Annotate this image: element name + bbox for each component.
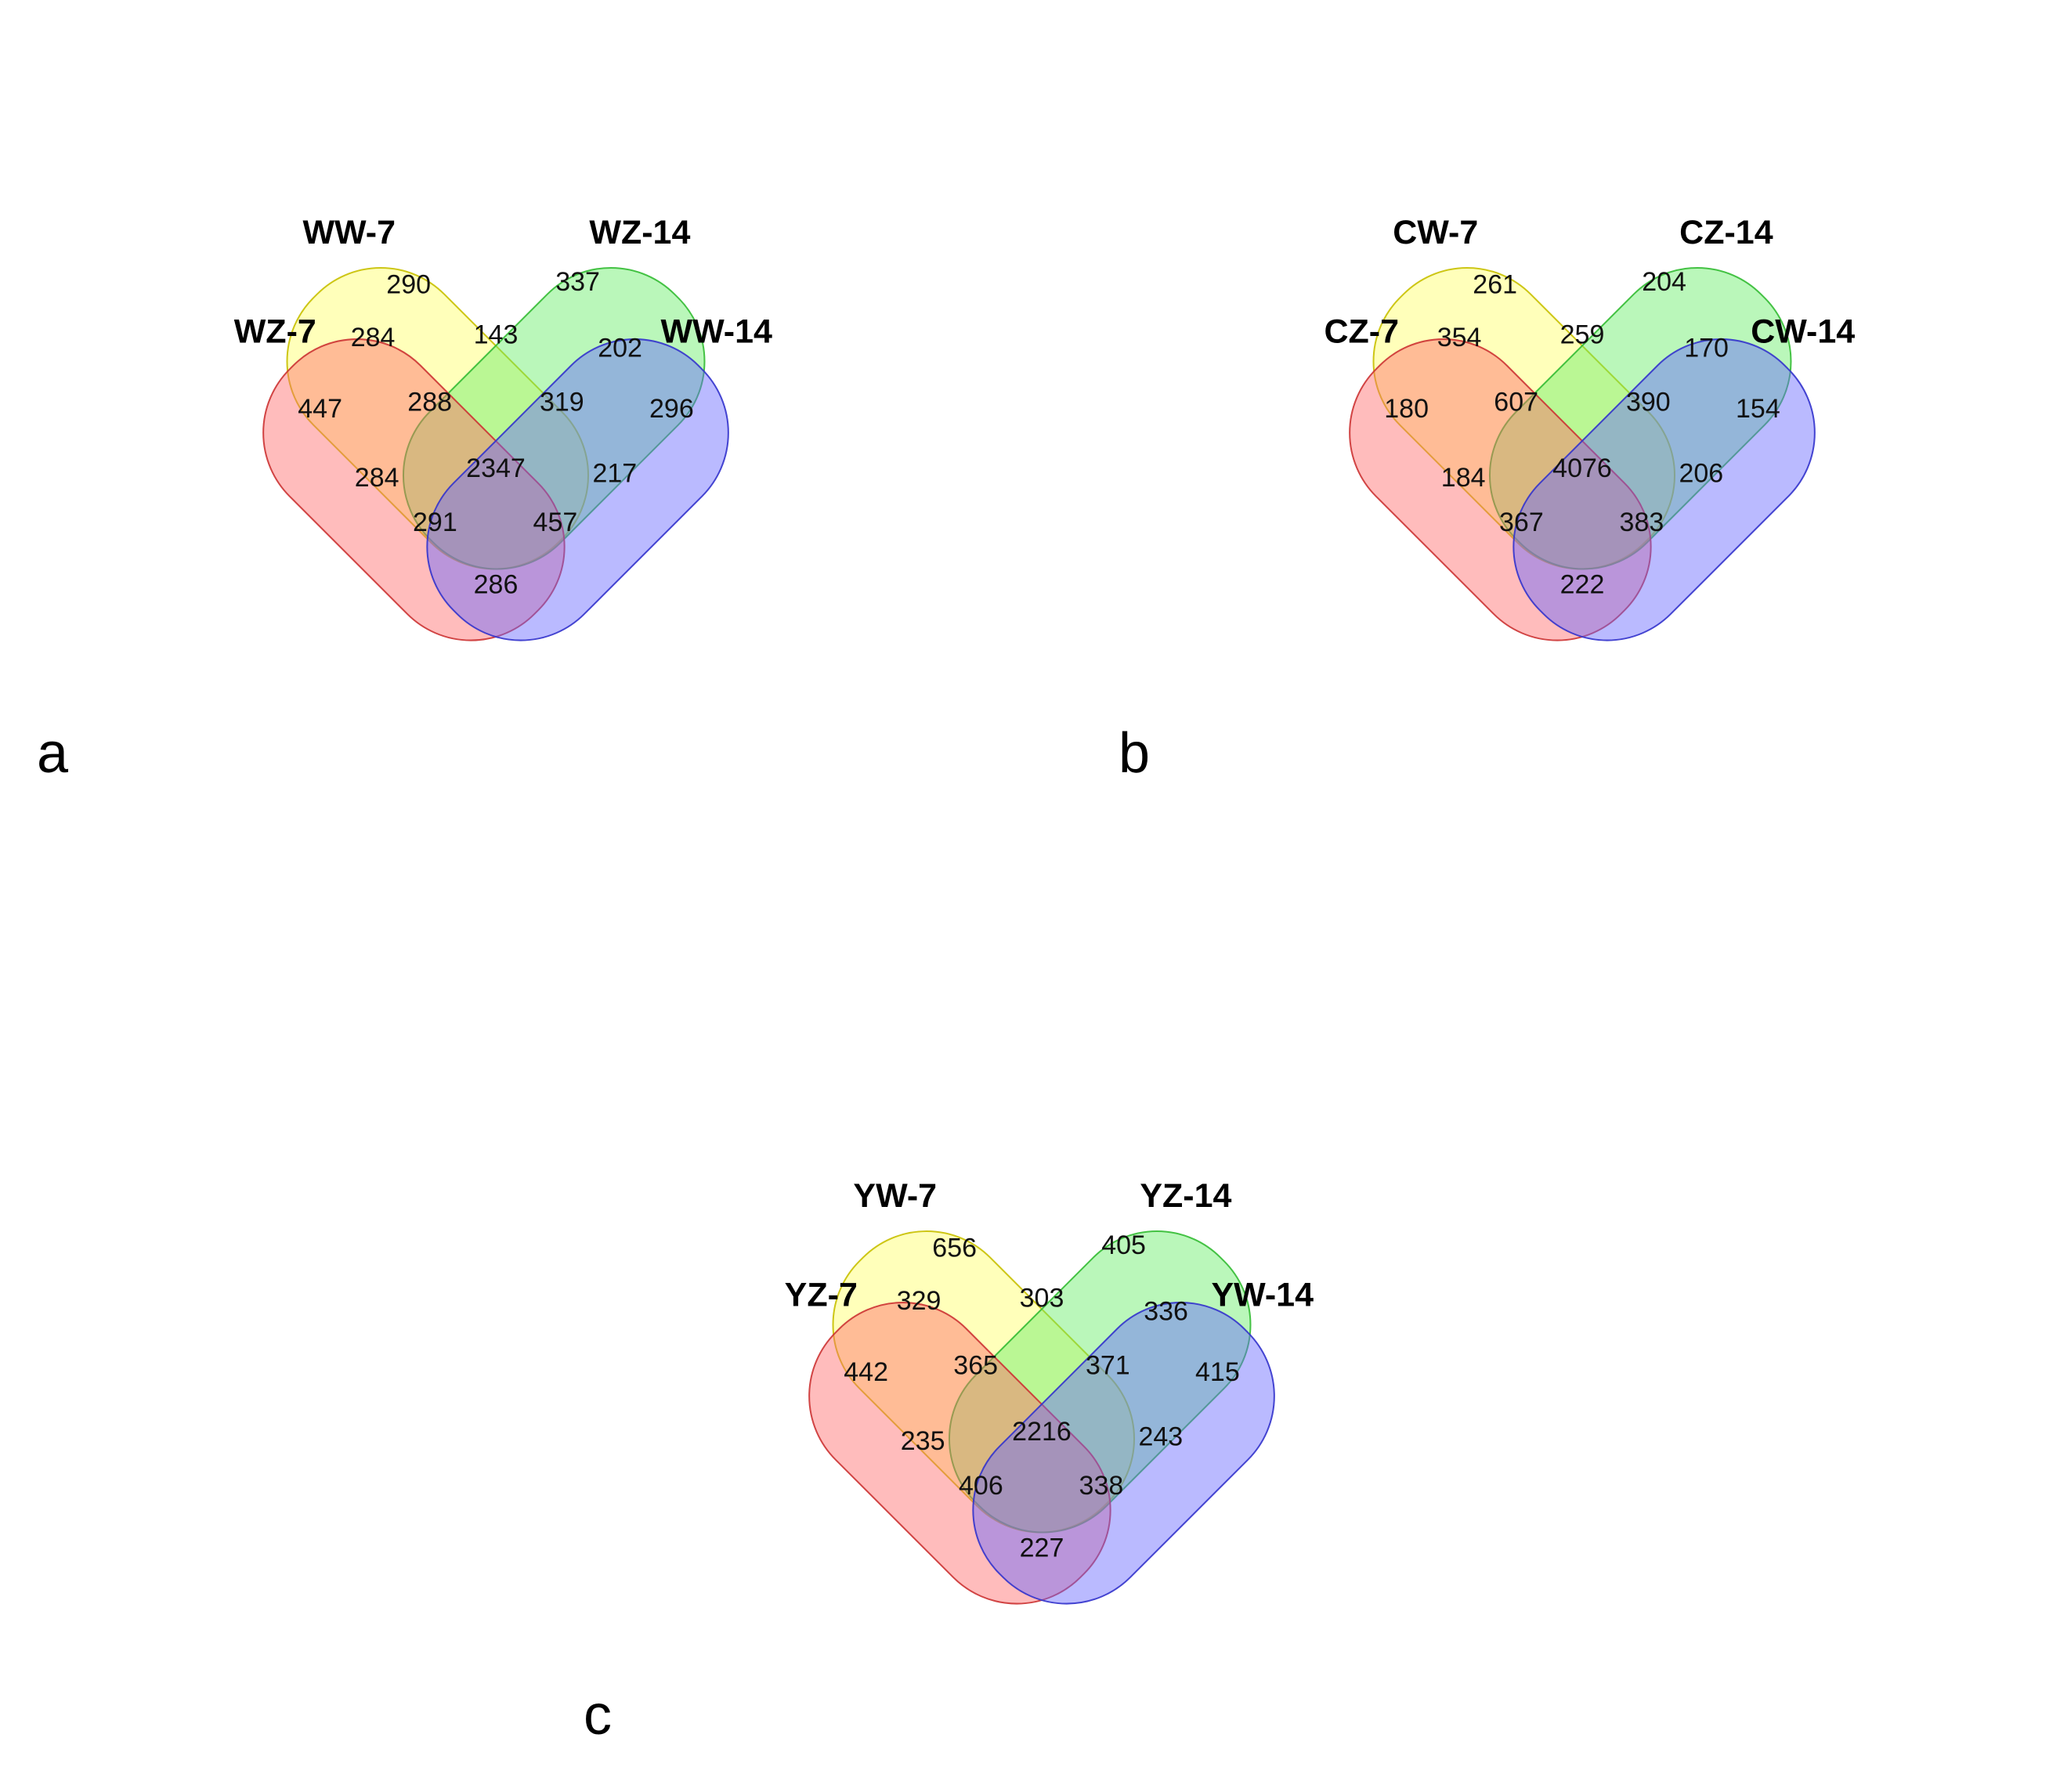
region-count-only-1: 447 xyxy=(298,394,342,424)
region-count-s1-s4: 227 xyxy=(1020,1533,1064,1563)
set-label-set3: WZ-14 xyxy=(589,214,690,251)
set1-ellipse xyxy=(262,338,566,641)
set1-ellipse xyxy=(808,1302,1111,1605)
region-count-s1-s2-s3: 288 xyxy=(407,388,452,417)
region-count-only-4: 296 xyxy=(649,394,694,424)
set4-ellipse xyxy=(426,338,729,641)
set-label-set4: CW-14 xyxy=(1751,313,1855,351)
set-label-set2: YW-7 xyxy=(853,1177,937,1215)
region-count-only-4: 415 xyxy=(1195,1357,1240,1387)
region-count-all: 4076 xyxy=(1552,453,1612,483)
region-count-only-2: 656 xyxy=(932,1233,977,1263)
region-count-s2-s4: 206 xyxy=(1679,459,1723,489)
set2-ellipse xyxy=(1372,266,1676,570)
region-count-s3-s4: 202 xyxy=(598,333,642,363)
set3-ellipse xyxy=(1488,266,1792,570)
region-count-only-1: 442 xyxy=(844,1357,888,1387)
region-count-s2-s4: 217 xyxy=(592,459,637,489)
region-count-s1-s2-s4: 383 xyxy=(1620,508,1664,537)
set2-ellipse xyxy=(286,266,590,570)
venn-panel-c xyxy=(808,1230,1275,1605)
venn-panel-a xyxy=(262,266,729,641)
region-count-only-3: 405 xyxy=(1101,1230,1146,1260)
set4-ellipse xyxy=(1512,338,1816,641)
region-count-s1-s3: 284 xyxy=(355,463,399,493)
set-label-set1: WZ-7 xyxy=(234,313,316,351)
region-count-only-2: 290 xyxy=(386,269,431,299)
region-count-only-3: 204 xyxy=(1642,267,1686,297)
set-label-set2: CW-7 xyxy=(1393,214,1478,251)
region-count-s1-s4: 286 xyxy=(474,569,519,599)
set-label-set4: WW-14 xyxy=(660,313,772,351)
set-label-set4: YW-14 xyxy=(1211,1277,1314,1314)
region-count-s1-s4: 222 xyxy=(1560,569,1605,599)
region-count-s2-s3-s4: 319 xyxy=(540,388,584,417)
region-count-all: 2216 xyxy=(1012,1417,1072,1447)
region-count-s2-s3: 143 xyxy=(474,320,519,350)
region-count-all: 2347 xyxy=(466,453,526,483)
region-count-s1-s3-s4: 291 xyxy=(413,508,457,537)
region-count-s1-s2-s3: 365 xyxy=(953,1351,998,1381)
region-count-s2-s3: 303 xyxy=(1020,1284,1064,1313)
region-count-s2-s4: 243 xyxy=(1138,1422,1183,1452)
set-label-set3: CZ-14 xyxy=(1679,214,1773,251)
region-count-s2-s3-s4: 371 xyxy=(1086,1351,1130,1381)
region-count-s2-s3: 259 xyxy=(1560,320,1605,350)
region-count-s1-s2: 284 xyxy=(351,323,396,352)
venn-panel-b xyxy=(1349,266,1816,641)
region-count-s3-s4: 336 xyxy=(1144,1296,1188,1326)
set1-ellipse xyxy=(1349,338,1652,641)
set-label-set3: YZ-14 xyxy=(1140,1177,1231,1215)
panel-letter: b xyxy=(1119,722,1150,785)
region-count-s1-s3: 235 xyxy=(901,1426,945,1456)
set-label-set1: YZ-7 xyxy=(785,1277,858,1314)
region-count-only-4: 154 xyxy=(1736,394,1780,424)
region-count-s2-s3-s4: 390 xyxy=(1626,388,1671,417)
region-count-s1-s3-s4: 367 xyxy=(1499,508,1544,537)
region-count-s1-s2: 329 xyxy=(897,1286,941,1316)
region-count-s1-s3: 184 xyxy=(1441,463,1486,493)
set3-ellipse xyxy=(948,1230,1252,1534)
set-label-set2: WW-7 xyxy=(302,214,396,251)
set4-ellipse xyxy=(972,1302,1275,1605)
region-count-only-1: 180 xyxy=(1384,394,1429,424)
region-count-s1-s2: 354 xyxy=(1437,323,1482,352)
region-count-s1-s2-s4: 457 xyxy=(533,508,578,537)
panel-letter: c xyxy=(584,1684,612,1747)
region-count-s1-s2-s4: 338 xyxy=(1079,1471,1124,1501)
region-count-only-3: 337 xyxy=(555,267,600,297)
set2-ellipse xyxy=(832,1230,1136,1534)
panel-letter: a xyxy=(37,722,69,785)
region-count-s1-s2-s3: 607 xyxy=(1494,388,1538,417)
region-count-s3-s4: 170 xyxy=(1684,333,1729,363)
region-count-s1-s3-s4: 406 xyxy=(959,1471,1003,1501)
set-label-set1: CZ-7 xyxy=(1324,313,1399,351)
region-count-only-2: 261 xyxy=(1473,269,1517,299)
set3-ellipse xyxy=(402,266,706,570)
